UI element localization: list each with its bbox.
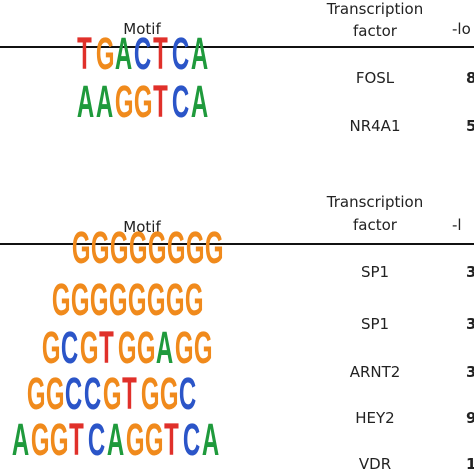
logo-letter: G bbox=[71, 224, 91, 274]
logo-letter: G bbox=[109, 224, 129, 274]
column-header: -lo bbox=[452, 20, 471, 38]
logo-letter: G bbox=[184, 276, 204, 326]
logo-letter: G bbox=[79, 324, 99, 374]
score: 9 bbox=[466, 409, 474, 427]
logo-letter: A bbox=[190, 78, 209, 128]
logo-letter: C bbox=[83, 370, 102, 420]
logo-letter: A bbox=[95, 78, 114, 128]
logo-letter: A bbox=[201, 416, 220, 466]
logo-letter: G bbox=[26, 370, 46, 420]
logo-letter: G bbox=[102, 370, 122, 420]
logo-letter: T bbox=[153, 30, 168, 80]
column-header: Motif bbox=[123, 20, 161, 38]
column-header: -l bbox=[452, 216, 462, 234]
tf-name: VDR bbox=[358, 455, 392, 473]
logo-letter: A bbox=[11, 416, 30, 466]
logo-letter: T bbox=[99, 324, 114, 374]
header-rule bbox=[0, 243, 474, 245]
logo-letter: A bbox=[76, 78, 95, 128]
logo-letter: C bbox=[60, 324, 79, 374]
tf-name: SP1 bbox=[360, 315, 390, 333]
logo-letter: A bbox=[190, 30, 209, 80]
logo-letter: T bbox=[77, 30, 92, 80]
logo-letter: G bbox=[108, 276, 128, 326]
logo-letter: T bbox=[153, 78, 168, 128]
sequence-logo: GGGGGGGG bbox=[50, 278, 204, 334]
tf-name: SP1 bbox=[360, 263, 390, 281]
logo-letter: G bbox=[193, 324, 213, 374]
logo-letter: A bbox=[155, 324, 174, 374]
logo-letter: G bbox=[165, 276, 185, 326]
logo-letter: G bbox=[166, 224, 186, 274]
header-rule bbox=[0, 46, 474, 48]
sequence-logo: AAGGT CA bbox=[75, 80, 208, 136]
logo-letter: G bbox=[140, 370, 160, 420]
column-header: Transcription bbox=[326, 0, 424, 18]
logo-letter: G bbox=[174, 324, 194, 374]
score: 3 bbox=[466, 363, 474, 381]
tf-name: HEY2 bbox=[355, 409, 395, 427]
logo-letter: G bbox=[128, 224, 148, 274]
logo-letter: C bbox=[133, 30, 152, 80]
column-header: Motif bbox=[123, 218, 161, 236]
score: 5 bbox=[466, 117, 474, 135]
logo-letter: G bbox=[70, 276, 90, 326]
logo-letter: G bbox=[90, 224, 110, 274]
logo-letter: G bbox=[125, 416, 145, 466]
logo-letter: C bbox=[171, 30, 190, 80]
logo-letter: G bbox=[117, 324, 137, 374]
logo-letter: G bbox=[45, 370, 65, 420]
sequence-logo: AGGT CAGGT CA bbox=[10, 418, 219, 474]
logo-letter: G bbox=[114, 78, 134, 128]
score: 3 bbox=[466, 315, 474, 333]
sequence-logo: GGCCGT GGC bbox=[25, 372, 196, 428]
logo-letter: A bbox=[114, 30, 133, 80]
column-header: Transcription bbox=[326, 193, 424, 211]
logo-letter: C bbox=[178, 370, 197, 420]
logo-letter: C bbox=[64, 370, 83, 420]
tf-name: FOSL bbox=[355, 69, 395, 87]
sequence-logo: T GACT CA bbox=[75, 32, 208, 88]
logo-letter: G bbox=[147, 224, 167, 274]
column-header: factor bbox=[353, 216, 397, 234]
score: 8 bbox=[466, 69, 474, 87]
logo-letter: G bbox=[159, 370, 179, 420]
logo-letter: G bbox=[95, 30, 115, 80]
sequence-logo: GGGGGGGG bbox=[70, 226, 224, 282]
logo-letter: G bbox=[41, 324, 61, 374]
logo-letter: G bbox=[146, 276, 166, 326]
score: 1 bbox=[466, 455, 474, 473]
logo-letter: G bbox=[144, 416, 164, 466]
logo-letter: G bbox=[185, 224, 205, 274]
sequence-logo: GCGT GGAGG bbox=[40, 326, 213, 382]
logo-letter: G bbox=[127, 276, 147, 326]
logo-letter: G bbox=[136, 324, 156, 374]
logo-letter: G bbox=[30, 416, 50, 466]
logo-letter: G bbox=[204, 224, 224, 274]
tf-name: NR4A1 bbox=[349, 117, 401, 135]
logo-letter: G bbox=[89, 276, 109, 326]
logo-letter: G bbox=[49, 416, 69, 466]
logo-letter: T bbox=[69, 416, 84, 466]
logo-letter: G bbox=[51, 276, 71, 326]
logo-letter: T bbox=[164, 416, 179, 466]
logo-letter: T bbox=[122, 370, 137, 420]
logo-letter: C bbox=[171, 78, 190, 128]
logo-letter: C bbox=[87, 416, 106, 466]
column-header: factor bbox=[353, 22, 397, 40]
logo-letter: G bbox=[133, 78, 153, 128]
tf-name: ARNT2 bbox=[349, 363, 401, 381]
score: 3 bbox=[466, 263, 474, 281]
logo-letter: A bbox=[106, 416, 125, 466]
logo-letter: C bbox=[182, 416, 201, 466]
